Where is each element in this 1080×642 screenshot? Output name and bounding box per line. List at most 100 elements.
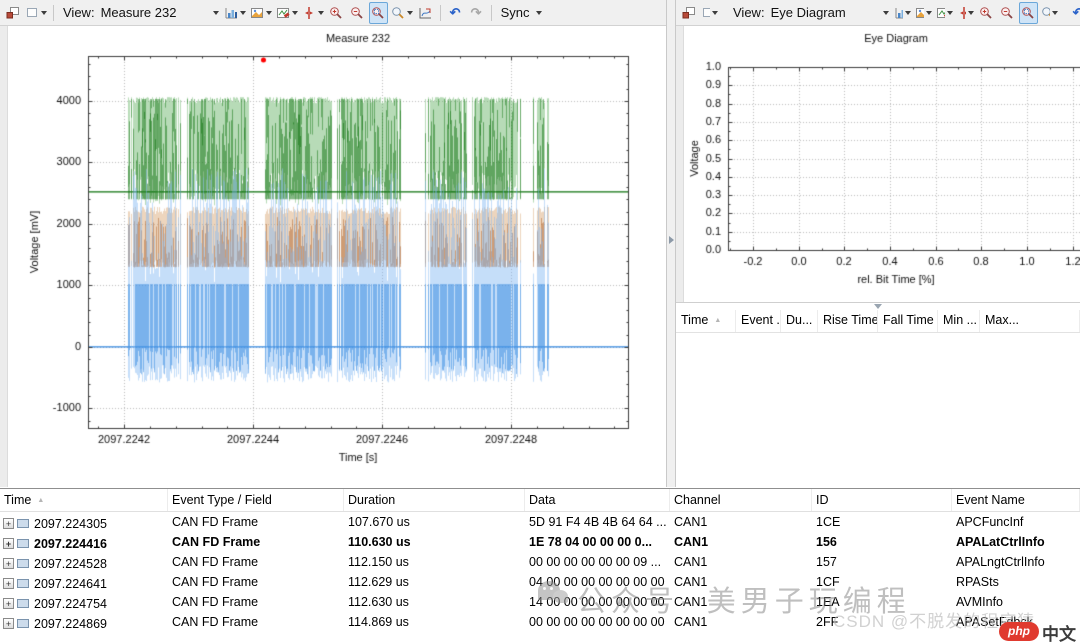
- trace-table: Time ▲ Event Type / Field Duration Data Chann…: [0, 488, 1080, 642]
- cell-time: 2097.224528: [34, 556, 107, 571]
- chevron-down-icon: [946, 10, 953, 15]
- zoom-more-icon[interactable]: [390, 2, 414, 24]
- expand-plus-icon[interactable]: +: [3, 538, 14, 549]
- view-label: View:: [63, 5, 95, 20]
- vertical-splitter[interactable]: [666, 0, 676, 487]
- cell-event-type: CAN FD Frame: [172, 555, 259, 569]
- cell-duration: 112.630 us: [348, 595, 409, 609]
- zoom-out-icon[interactable]: [348, 2, 367, 24]
- undo-icon[interactable]: ↶: [1072, 5, 1080, 20]
- cell-channel: CAN1: [674, 535, 709, 549]
- view-selector-value: Measure 232: [100, 5, 177, 20]
- cell-event-name: RPASts: [956, 575, 999, 589]
- fit-view-icon[interactable]: [416, 2, 435, 24]
- eye-results-column-1[interactable]: Event ...: [736, 310, 781, 332]
- view-selector-value: Eye Diagram: [770, 5, 846, 20]
- zoom-in-icon[interactable]: [977, 2, 996, 24]
- frame-message-icon: [17, 619, 29, 628]
- cell-event-type: CAN FD Frame: [172, 535, 261, 549]
- eye-results-column-6[interactable]: Max...: [980, 310, 1080, 332]
- trace-row[interactable]: +2097.224416 CAN FD Frame 110.630 us 1E 78 …: [0, 532, 1080, 552]
- zoom-more-icon[interactable]: [1040, 2, 1059, 24]
- undo-icon[interactable]: ↶: [449, 5, 461, 20]
- dock-window-icon[interactable]: [3, 2, 22, 24]
- frame-message-icon: [17, 559, 29, 568]
- chart-config-icon[interactable]: [275, 2, 299, 24]
- zoom-in-icon[interactable]: [327, 2, 346, 24]
- sort-asc-icon: ▲: [37, 497, 45, 504]
- dock-window-icon[interactable]: [679, 2, 698, 24]
- expand-plus-icon[interactable]: +: [3, 618, 14, 629]
- chart-config-icon[interactable]: [935, 2, 954, 24]
- view-selector[interactable]: Measure 232: [98, 3, 222, 23]
- trace-row[interactable]: +2097.224869 CAN FD Frame 114.869 us 00 00 …: [0, 612, 1080, 632]
- chevron-down-icon: [41, 10, 47, 15]
- trace-row[interactable]: +2097.224305 CAN FD Frame 107.670 us 5D 91 …: [0, 512, 1080, 532]
- trace-column-2[interactable]: Duration: [344, 489, 525, 511]
- eye-results-column-0[interactable]: Time ▲: [676, 310, 736, 332]
- expand-plus-icon[interactable]: +: [3, 598, 14, 609]
- chart-display-icon[interactable]: [893, 2, 912, 24]
- sort-asc-icon: ▲: [714, 317, 722, 324]
- cell-channel: CAN1: [674, 615, 708, 629]
- cell-time: 2097.224754: [34, 596, 107, 611]
- chevron-down-icon: [265, 10, 272, 15]
- cell-duration: 112.629 us: [348, 575, 409, 589]
- trace-row[interactable]: +2097.224528 CAN FD Frame 112.150 us 00 00 …: [0, 552, 1080, 572]
- splitter-handle-icon[interactable]: [874, 304, 882, 309]
- view-selector[interactable]: Eye Diagram: [768, 3, 892, 23]
- cell-event-name: APALatCtrlInfo: [956, 535, 1045, 549]
- chevron-down-icon: [291, 10, 298, 15]
- trace-row[interactable]: +2097.224754 CAN FD Frame 112.630 us 14 00 …: [0, 592, 1080, 612]
- frame-message-icon: [17, 539, 29, 548]
- zoom-out-icon[interactable]: [998, 2, 1017, 24]
- chevron-down-icon: [925, 10, 932, 15]
- cell-id: 1CE: [816, 515, 841, 529]
- sync-button[interactable]: Sync: [501, 3, 543, 23]
- measure-panel: View: Measure 232: [0, 0, 666, 487]
- cell-data: 00 00 00 00 00 00 00 00: [529, 615, 665, 629]
- measure-cursor-icon[interactable]: [956, 2, 975, 24]
- trace-column-5[interactable]: ID: [812, 489, 952, 511]
- cell-data: 5D 91 F4 4B 4B 64 64 ...: [529, 515, 667, 529]
- export-image-icon[interactable]: [914, 2, 933, 24]
- redo-icon[interactable]: ↷: [470, 5, 482, 20]
- export-image-icon[interactable]: [249, 2, 273, 24]
- trace-row[interactable]: +2097.224641 CAN FD Frame 112.629 us 04 00 …: [0, 572, 1080, 592]
- chevron-down-icon: [712, 10, 718, 15]
- measure-cursor-icon[interactable]: [301, 2, 325, 24]
- view-label: View:: [733, 5, 765, 20]
- cell-event-name: APALngtCtrlInfo: [956, 555, 1045, 569]
- expand-plus-icon[interactable]: +: [3, 578, 14, 589]
- cell-event-type: CAN FD Frame: [172, 615, 259, 629]
- trace-column-0[interactable]: Time ▲: [0, 489, 168, 511]
- expand-plus-icon[interactable]: +: [3, 558, 14, 569]
- sync-label: Sync: [500, 5, 530, 20]
- eye-results-column-5[interactable]: Min ...: [938, 310, 980, 332]
- window-select-icon[interactable]: [700, 2, 719, 24]
- measure-waveform-chart[interactable]: [8, 26, 666, 487]
- trace-column-3[interactable]: Data: [525, 489, 670, 511]
- cell-id: 1EA: [816, 595, 840, 609]
- cell-time: 2097.224869: [34, 616, 107, 631]
- zoom-rect-icon[interactable]: [368, 1, 388, 24]
- trace-column-1[interactable]: Event Type / Field: [168, 489, 344, 511]
- splitter-collapse-icon[interactable]: [669, 236, 674, 244]
- eye-results-column-3[interactable]: Rise Time: [818, 310, 878, 332]
- zoom-rect-icon[interactable]: [1018, 1, 1038, 24]
- cell-id: 156: [816, 535, 837, 549]
- trace-column-4[interactable]: Channel: [670, 489, 812, 511]
- cell-event-type: CAN FD Frame: [172, 595, 259, 609]
- window-select-icon[interactable]: [24, 2, 48, 24]
- chart-display-icon[interactable]: [223, 2, 247, 24]
- frame-message-icon: [17, 579, 29, 588]
- panel-edge: [0, 26, 8, 487]
- expand-plus-icon[interactable]: +: [3, 518, 14, 529]
- cell-event-name: AVMInfo: [956, 595, 1004, 609]
- eye-diagram-chart[interactable]: [684, 26, 1080, 302]
- eye-results-column-4[interactable]: Fall Time: [878, 310, 938, 332]
- trace-column-6[interactable]: Event Name: [952, 489, 1080, 511]
- eye-results-column-2[interactable]: Du...: [781, 310, 818, 332]
- cell-duration: 114.869 us: [348, 615, 409, 629]
